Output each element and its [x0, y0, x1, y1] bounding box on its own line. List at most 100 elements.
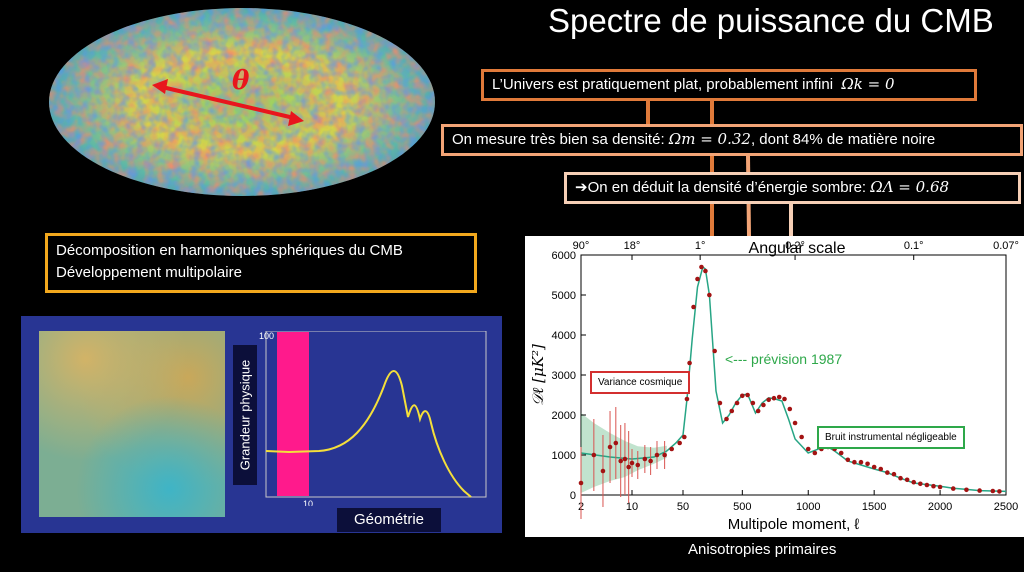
ytick-label: 4000: [552, 330, 576, 342]
data-point: [997, 489, 1002, 494]
flat-universe-text: L’Univers est pratiquement plat, probabl…: [492, 76, 834, 93]
ytick-label: 2000: [552, 410, 576, 422]
data-point: [805, 446, 811, 452]
data-point: [642, 456, 648, 462]
data-point: [776, 394, 782, 400]
top-tick-label: 0.2°: [785, 240, 805, 252]
data-point: [691, 304, 696, 310]
data-point: [871, 464, 877, 470]
data-point: [964, 487, 969, 493]
ytick-label: 3000: [552, 370, 576, 382]
inset-texture-square: [39, 331, 225, 517]
cmb-sky-map: θ: [49, 8, 435, 196]
theta-label: θ: [232, 66, 250, 96]
data-point: [858, 459, 864, 465]
density-tail: , dont 84% de matière noire: [750, 131, 936, 148]
angle-arrow: [152, 79, 304, 126]
chart-xlabel: Multipole moment, ℓ: [728, 516, 860, 533]
inset-x-title: Géométrie: [337, 508, 441, 532]
data-point: [682, 434, 687, 440]
data-point: [845, 457, 851, 463]
omega-m-value: Ωm = 0.32: [668, 130, 751, 148]
data-point: [878, 466, 884, 472]
xtick-label: 2000: [928, 501, 952, 513]
harmonics-line1: Décomposition en harmoniques sphériques …: [56, 242, 403, 259]
data-point: [977, 488, 982, 493]
data-point: [787, 406, 793, 412]
inset-xtick-10: 10: [303, 499, 313, 506]
data-point: [740, 393, 745, 399]
data-point: [684, 396, 690, 402]
ytick-label: 0: [570, 490, 576, 502]
xtick-label: 2500: [994, 501, 1018, 513]
xtick-label: 50: [677, 501, 689, 513]
data-point: [712, 348, 717, 354]
dark-energy-text: ➔On en déduit la densité d’énergie sombr…: [575, 179, 867, 196]
data-point: [911, 479, 917, 485]
data-point: [937, 484, 943, 490]
density-text: On mesure très bien sa densité:: [452, 131, 665, 148]
data-point: [607, 444, 613, 450]
data-point: [662, 452, 667, 458]
top-tick-label: 1°: [695, 240, 706, 252]
data-point: [792, 420, 798, 426]
data-point: [838, 450, 844, 456]
inset-plot: 100 10: [259, 331, 487, 506]
top-tick-label: 0.07°: [993, 240, 1019, 252]
data-point: [578, 480, 584, 486]
omega-lambda-value: ΩΛ = 0.68: [870, 178, 950, 196]
xtick-label: 10: [626, 501, 638, 513]
flat-universe-box: L’Univers est pratiquement plat, probabl…: [481, 69, 977, 101]
data-point: [924, 482, 930, 488]
data-point: [799, 434, 804, 440]
cosmic-variance-label: Variance cosmique: [590, 371, 691, 394]
data-point: [898, 475, 903, 481]
data-point: [990, 488, 996, 494]
data-point: [699, 264, 704, 270]
data-point: [750, 400, 756, 406]
data-point: [931, 483, 936, 489]
data-point: [591, 452, 597, 458]
top-tick-label: 90°: [573, 240, 590, 252]
data-point: [729, 408, 735, 414]
ytick-label: 1000: [552, 450, 576, 462]
data-point: [724, 416, 729, 422]
inset-y-title: Grandeur physique: [233, 345, 257, 485]
data-point: [626, 464, 631, 470]
harmonics-line2: Développement multipolaire: [56, 264, 242, 281]
data-point: [782, 396, 787, 402]
page-title: Spectre de puissance du CMB: [548, 2, 994, 39]
harmonics-box: Décomposition en harmoniques sphériques …: [45, 233, 477, 293]
power-spectrum-chart: Angular scale Multipole moment, ℓ 𝒟ℓ [μK…: [529, 240, 1019, 533]
data-point: [622, 456, 628, 462]
data-point: [677, 440, 682, 446]
data-point: [918, 481, 923, 487]
data-point: [613, 440, 619, 446]
data-point: [766, 397, 771, 403]
omega-k-value: Ωk = 0: [841, 75, 895, 93]
data-point: [885, 470, 890, 475]
xtick-label: 500: [733, 501, 751, 513]
data-point: [695, 276, 700, 282]
data-point: [755, 408, 761, 414]
chart-title: Angular scale: [749, 240, 846, 257]
data-point: [717, 400, 723, 406]
data-point: [761, 402, 766, 408]
top-tick-label: 18°: [624, 240, 641, 252]
data-point: [687, 360, 692, 366]
data-point: [635, 462, 641, 468]
ytick-label: 5000: [552, 290, 576, 302]
data-point: [891, 471, 897, 477]
data-point: [707, 292, 712, 298]
prediction-label: <--- prévision 1987: [725, 351, 843, 367]
data-point: [600, 468, 606, 474]
data-point: [771, 395, 777, 401]
xtick-label: 1000: [796, 501, 820, 513]
data-point: [904, 477, 910, 483]
data-point: [618, 458, 623, 464]
top-tick-label: 0.1°: [904, 240, 924, 252]
data-point: [669, 446, 674, 452]
data-point: [950, 486, 956, 491]
data-point: [812, 450, 818, 456]
ytick-label: 6000: [552, 250, 576, 262]
